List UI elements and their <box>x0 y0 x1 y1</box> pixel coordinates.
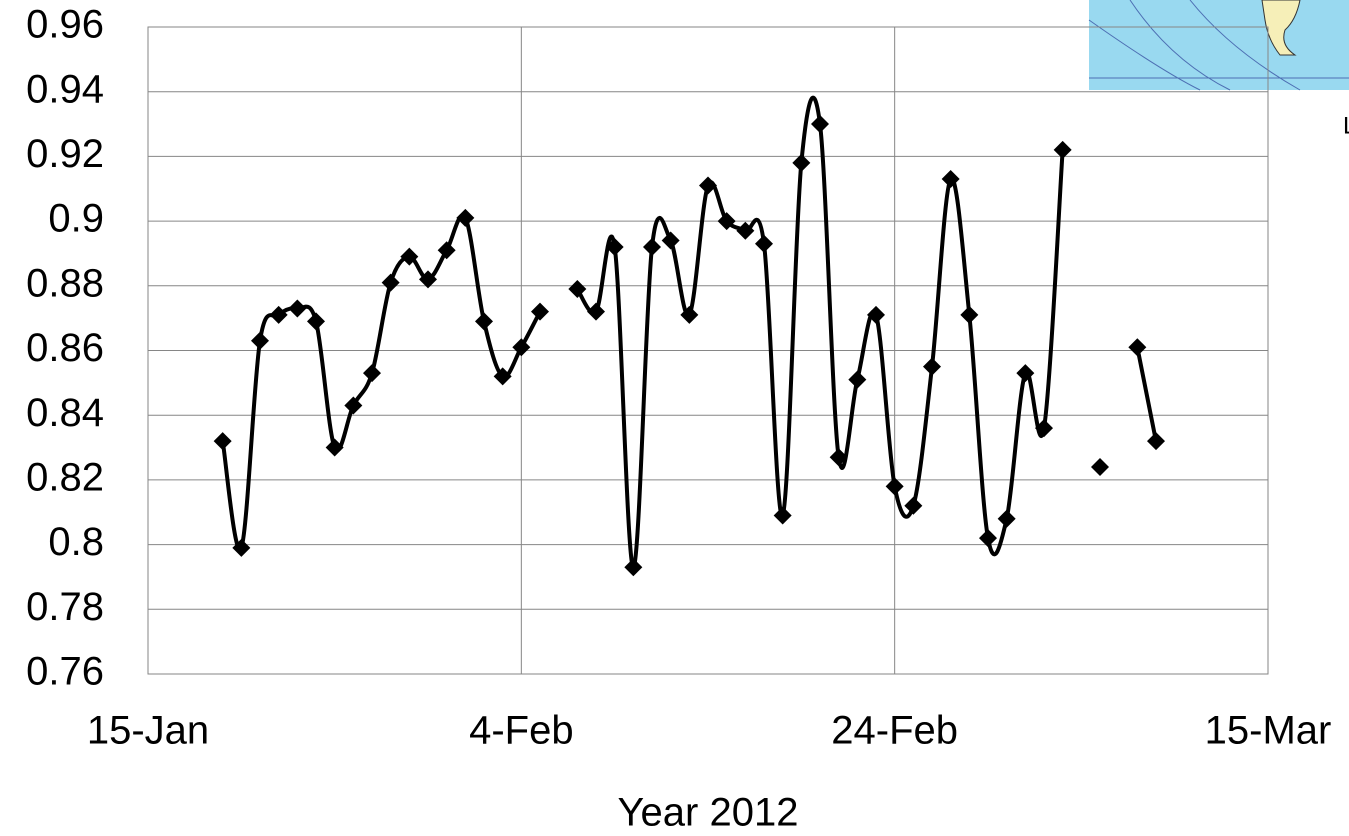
point-marker <box>643 237 661 256</box>
point-marker <box>344 396 363 415</box>
point-marker <box>269 305 288 324</box>
point-marker <box>307 312 325 331</box>
point-marker <box>736 221 755 240</box>
x-tick-label: 24-Feb <box>831 709 958 753</box>
line-series <box>575 95 1065 570</box>
point-marker <box>717 212 736 231</box>
point-marker <box>325 438 344 457</box>
point-marker <box>1091 457 1109 476</box>
y-tick-label: 0.92 <box>26 132 104 176</box>
map-land <box>1261 0 1301 56</box>
point-marker <box>1053 140 1072 159</box>
point-marker <box>512 338 531 357</box>
point-marker <box>979 529 997 548</box>
line-series <box>1135 346 1158 442</box>
point-marker <box>699 176 717 195</box>
y-tick-label: 0.78 <box>26 585 104 629</box>
y-tick-label: 0.96 <box>26 3 104 47</box>
point-marker <box>232 538 251 557</box>
y-tick-label: 0.82 <box>26 455 104 499</box>
point-marker <box>288 299 307 318</box>
y-tick-label: 0.94 <box>26 67 104 111</box>
y-tick-label: 0.88 <box>26 261 104 305</box>
point-marker <box>456 208 475 227</box>
point-marker <box>475 312 493 331</box>
annotation: L <box>1343 112 1349 139</box>
point-marker <box>437 241 456 260</box>
point-marker <box>587 302 605 321</box>
y-tick-label: 0.9 <box>48 197 104 241</box>
point-marker <box>773 506 792 525</box>
x-tick-label: 15-Mar <box>1205 709 1332 753</box>
line-series <box>220 213 542 552</box>
map-lines <box>1088 0 1349 91</box>
y-tick-label: 0.84 <box>26 391 104 435</box>
point-marker <box>792 153 811 172</box>
point-marker <box>680 305 699 324</box>
point-marker <box>755 234 773 253</box>
point-marker <box>419 270 437 289</box>
point-marker <box>960 305 979 324</box>
point-marker <box>867 305 885 324</box>
point-marker <box>1128 338 1147 357</box>
y-tick-label: 0.86 <box>26 326 104 370</box>
point-marker <box>904 496 923 515</box>
point-marker <box>1035 419 1053 438</box>
point-marker <box>941 170 960 189</box>
x-axis-title: Year 2012 <box>618 791 799 835</box>
y-tick-label: 0.8 <box>48 520 104 564</box>
point-marker <box>381 273 400 292</box>
x-tick-label: 15-Jan <box>87 709 209 753</box>
map-inset <box>1088 0 1349 91</box>
point-marker <box>400 247 419 266</box>
point-marker <box>997 509 1016 528</box>
point-marker <box>493 367 512 386</box>
point-marker <box>923 357 941 376</box>
point-marker <box>605 237 624 256</box>
point-marker <box>829 448 848 467</box>
point-marker <box>363 364 381 383</box>
point-marker <box>213 432 232 451</box>
point-marker <box>531 302 549 321</box>
point-marker <box>251 331 269 350</box>
point-marker <box>624 558 643 577</box>
point-marker <box>1147 432 1165 451</box>
point-marker <box>848 370 867 389</box>
point-marker <box>568 280 587 299</box>
point-marker <box>811 115 829 134</box>
x-tick-label: 4-Feb <box>469 709 574 753</box>
point-marker <box>1016 364 1035 383</box>
y-tick-label: 0.76 <box>26 650 104 694</box>
point-marker <box>661 231 680 250</box>
map-background <box>1089 0 1349 90</box>
point-marker <box>885 477 904 496</box>
